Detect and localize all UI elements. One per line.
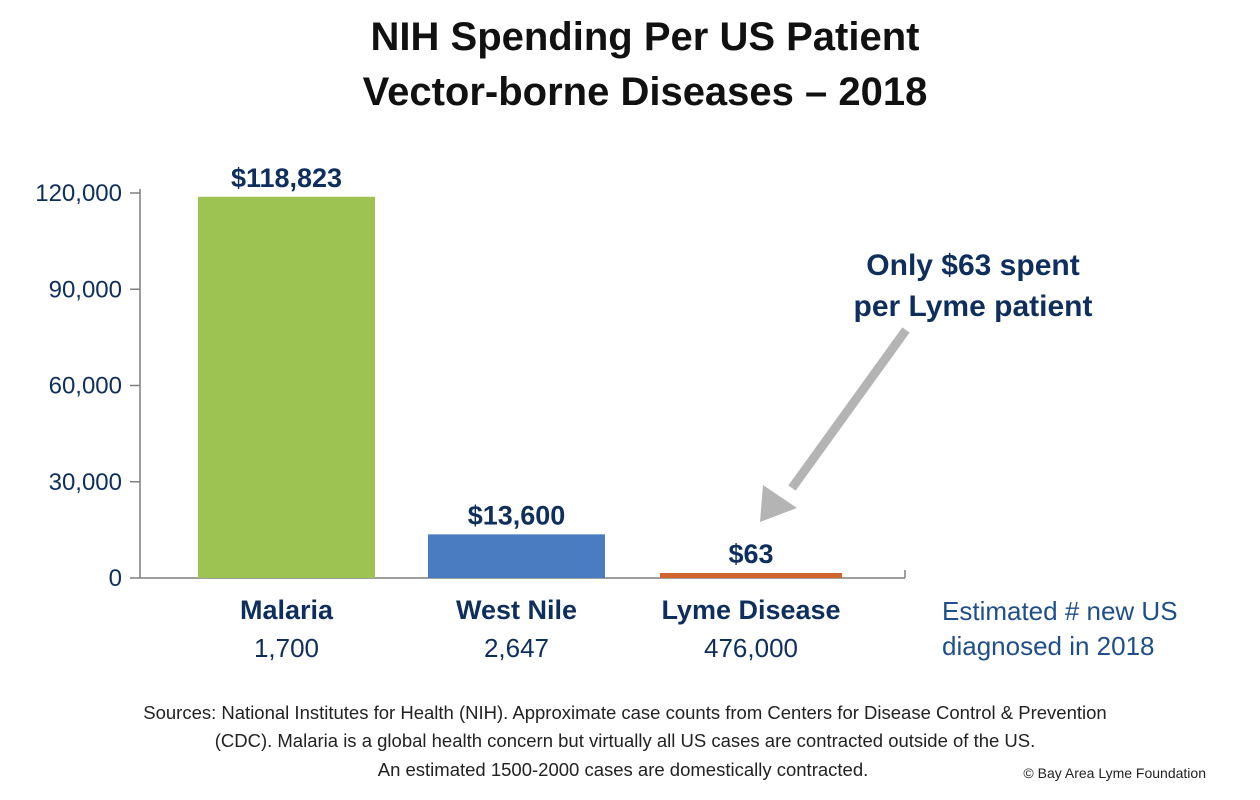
bar-malaria [198, 196, 375, 578]
bar-lyme-disease [660, 573, 842, 578]
y-tick-label: 60,000 [49, 373, 122, 400]
sources-line: Sources: National Institutes for Health … [143, 702, 1106, 723]
case-count-caption-line: diagnosed in 2018 [942, 631, 1155, 661]
annotation-text-line: Only $63 spent [866, 249, 1079, 282]
sources-line: (CDC). Malaria is a global health concer… [215, 730, 1036, 751]
chart-title-line: NIH Spending Per US Patient [371, 15, 920, 59]
copyright: © Bay Area Lyme Foundation [1023, 765, 1206, 781]
bar-value-label: $118,823 [231, 163, 342, 193]
annotation-arrow-head [760, 485, 797, 522]
case-count-label: 1,700 [254, 633, 319, 663]
case-count-label: 2,647 [484, 633, 549, 663]
y-tick-label: 0 [109, 565, 122, 592]
category-label: West Nile [456, 595, 577, 625]
case-count-caption-line: Estimated # new US [942, 596, 1178, 626]
case-count-label: 476,000 [704, 633, 798, 663]
y-tick-label: 90,000 [49, 276, 122, 303]
bar-west-nile [428, 534, 605, 578]
annotation-arrow-shaft [788, 327, 910, 491]
category-label: Malaria [240, 595, 334, 625]
bar-value-label: $13,600 [468, 500, 566, 530]
y-tick-label: 30,000 [49, 469, 122, 496]
chart-title-line: Vector-borne Diseases – 2018 [363, 70, 928, 114]
annotation-text-line: per Lyme patient [854, 290, 1093, 323]
sources-line: An estimated 1500-2000 cases are domesti… [378, 759, 869, 780]
bar-value-label: $63 [728, 539, 773, 569]
y-tick-label: 120,000 [35, 180, 122, 207]
category-label: Lyme Disease [661, 595, 840, 625]
